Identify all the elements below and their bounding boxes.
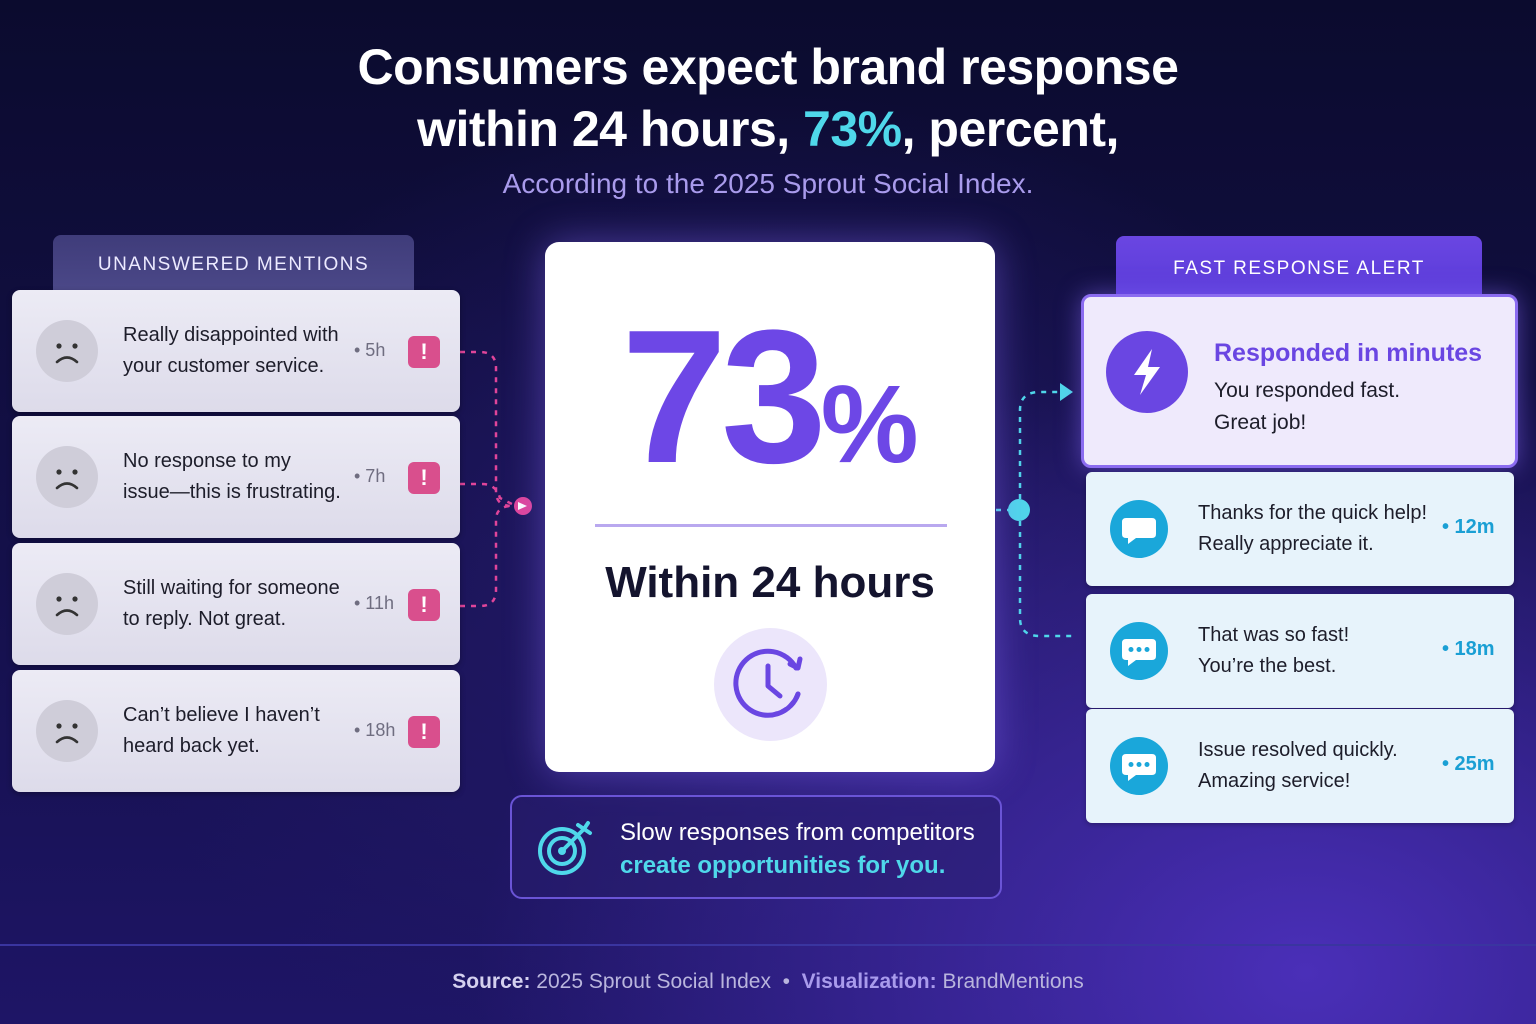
headline-line1: Consumers expect brand response xyxy=(357,39,1179,95)
source-value: 2025 Sprout Social Index xyxy=(536,970,771,993)
cyan-connector-dot xyxy=(1008,499,1030,521)
chat-bubble-icon xyxy=(1110,500,1168,558)
headline-line2-suffix: , percent, xyxy=(901,101,1120,157)
reply-text: That was so fast! You’re the best. xyxy=(1198,624,1350,677)
alert-badge-icon: ! xyxy=(408,462,440,494)
subtitle: According to the 2025 Sprout Social Inde… xyxy=(502,168,1034,199)
reply-card[interactable]: Issue resolved quickly. Amazing service! … xyxy=(1086,709,1514,823)
mention-card[interactable]: No response to my issue—this is frustrati… xyxy=(12,416,460,538)
mention-time: • 11h xyxy=(354,593,394,613)
mention-card[interactable]: Really disappointed with your customer se… xyxy=(12,290,460,412)
headline: Consumers expect brand response within 2… xyxy=(0,36,1536,160)
mention-time: • 5h xyxy=(354,340,386,360)
fast-response-card[interactable]: Responded in minutes You responded fast.… xyxy=(1081,294,1518,468)
mention-text: Still waiting for someone to reply. Not g… xyxy=(123,577,340,630)
visualization-value: BrandMentions xyxy=(942,970,1084,993)
reply-card[interactable]: Thanks for the quick help! Really appreci… xyxy=(1086,472,1514,586)
headline-line2-prefix: within 24 hours, xyxy=(417,101,804,157)
unanswered-mentions-header: UNANSWERED MENTIONS xyxy=(53,235,414,291)
target-icon xyxy=(538,821,592,875)
reply-text: Thanks for the quick help! Really appreci… xyxy=(1198,502,1428,555)
reply-time: • 12m xyxy=(1442,516,1495,538)
mention-text: No response to my issue—this is frustrati… xyxy=(123,450,341,503)
reply-text: Issue resolved quickly. Amazing service! xyxy=(1198,739,1398,792)
sad-face-icon xyxy=(36,446,98,508)
mention-text: Can’t believe I haven’t heard back yet. xyxy=(123,704,320,757)
sad-face-icon xyxy=(36,320,98,382)
alert-badge-icon: ! xyxy=(408,336,440,368)
big-stat-number: 73 xyxy=(621,291,826,503)
source-label: Source: xyxy=(452,970,531,993)
footer-divider xyxy=(0,944,1536,946)
lightning-bolt-icon xyxy=(1106,331,1188,413)
fast-response-title: Responded in minutes xyxy=(1214,339,1483,367)
opportunity-line1: Slow responses from competitors xyxy=(620,819,975,846)
mention-card[interactable]: Can’t believe I haven’t heard back yet. •… xyxy=(12,670,460,792)
opportunity-line2: create opportunities for you. xyxy=(620,852,946,879)
headline-line2: within 24 hours, 73%, percent, xyxy=(0,98,1536,160)
big-stat: 73% xyxy=(545,302,995,520)
fast-response-line1: You responded fast. xyxy=(1214,379,1401,402)
alert-badge-icon: ! xyxy=(408,589,440,621)
reply-card[interactable]: That was so fast! You’re the best. • 18m xyxy=(1086,594,1514,708)
visualization-label: Visualization: xyxy=(801,970,937,993)
reply-time: • 25m xyxy=(1442,753,1495,775)
footer-separator: • xyxy=(782,970,790,993)
chat-dots-icon xyxy=(1110,737,1168,795)
big-stat-percent: % xyxy=(820,363,919,486)
reply-time: • 18m xyxy=(1442,638,1495,660)
fast-response-line2: Great job! xyxy=(1214,411,1307,434)
mention-time: • 18h xyxy=(354,720,396,740)
sad-face-icon xyxy=(36,700,98,762)
mention-text: Really disappointed with your customer se… xyxy=(123,324,339,377)
fast-response-alert-header: FAST RESPONSE ALERT xyxy=(1116,236,1482,296)
alert-badge-icon: ! xyxy=(408,716,440,748)
stat-card: 73% Within 24 hours xyxy=(545,242,995,772)
mention-card[interactable]: Still waiting for someone to reply. Not g… xyxy=(12,543,460,665)
chat-dots-icon xyxy=(1110,622,1168,680)
footer: Source: 2025 Sprout Social Index • Visua… xyxy=(0,970,1536,994)
headline-highlight: 73% xyxy=(803,101,902,157)
opportunity-callout: Slow responses from competitors create o… xyxy=(510,795,1002,899)
mention-time: • 7h xyxy=(354,466,386,486)
sad-face-icon xyxy=(36,573,98,635)
stat-label: Within 24 hours xyxy=(605,558,935,607)
clock-icon xyxy=(714,628,827,741)
stat-divider xyxy=(595,524,947,527)
